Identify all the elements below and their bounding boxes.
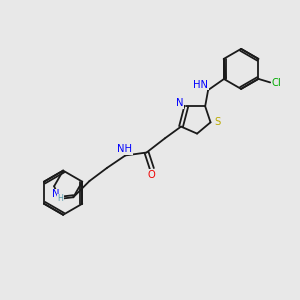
Text: NH: NH <box>117 144 132 154</box>
Text: S: S <box>214 117 220 127</box>
Text: Cl: Cl <box>272 78 282 88</box>
Text: N: N <box>176 98 184 108</box>
Text: N: N <box>52 190 59 200</box>
Text: H: H <box>58 194 64 203</box>
Text: O: O <box>147 169 155 180</box>
Text: HN: HN <box>193 80 208 90</box>
